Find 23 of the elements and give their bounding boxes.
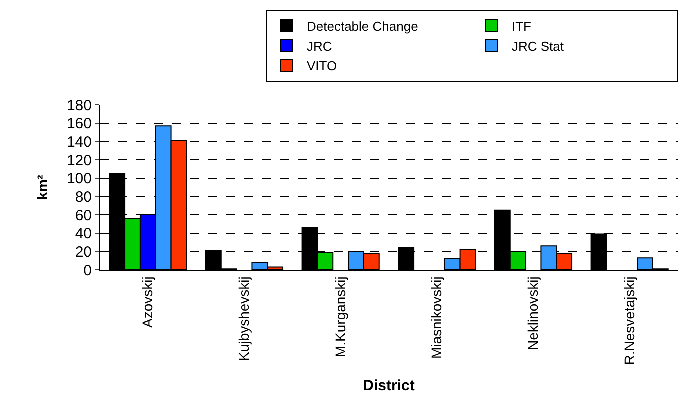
y-tick-label: 40: [75, 226, 92, 243]
x-tick-label: Neklinovskij: [525, 276, 542, 351]
legend-label: JRC Stat: [512, 38, 564, 54]
legend-label: Detectable Change: [307, 18, 418, 34]
y-tick-label: 140: [66, 134, 92, 151]
x-tick-label: Azovskij: [140, 276, 156, 328]
x-tick-label: M.Kurganskij: [332, 276, 348, 358]
x-tick-label: R.Nesvetajskij: [621, 276, 638, 366]
y-tick-label: 60: [75, 207, 92, 224]
legend-label: VITO: [307, 58, 338, 74]
x-tick-label: Miasnikovskij: [428, 276, 445, 360]
y-tick-label: 180: [66, 97, 92, 114]
legend-label: ITF: [512, 18, 532, 34]
y-tick-label: 160: [66, 116, 92, 133]
x-tick-label: Kujbyshevskij: [236, 276, 252, 362]
y-tick-label: 100: [66, 170, 92, 188]
y-tick-label: 80: [75, 188, 92, 206]
y-tick-label: 0: [84, 262, 92, 280]
y-axis-title: km²: [34, 174, 51, 200]
y-tick-label: 20: [75, 244, 92, 261]
y-tick-label: 120: [66, 152, 92, 170]
x-axis-title: District: [363, 377, 415, 394]
legend-label: JRC: [307, 38, 332, 54]
